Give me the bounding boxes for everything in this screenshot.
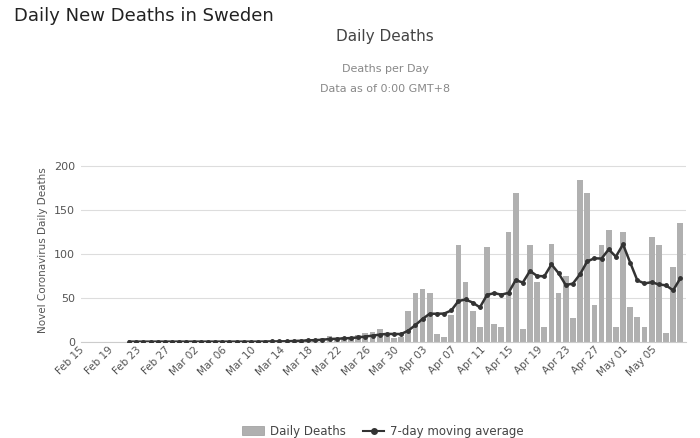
Bar bbox=[556, 293, 561, 342]
Bar bbox=[456, 245, 461, 342]
Bar bbox=[634, 317, 640, 342]
Bar bbox=[412, 293, 419, 342]
Bar bbox=[598, 245, 604, 342]
Bar bbox=[384, 334, 390, 342]
Bar bbox=[620, 232, 626, 342]
Bar bbox=[298, 340, 304, 342]
Legend: Daily Deaths, 7-day moving average: Daily Deaths, 7-day moving average bbox=[238, 420, 528, 438]
Bar bbox=[642, 327, 648, 342]
Bar bbox=[341, 337, 346, 342]
Bar bbox=[434, 334, 440, 342]
Bar bbox=[377, 329, 382, 342]
Text: Daily New Deaths in Sweden: Daily New Deaths in Sweden bbox=[14, 7, 274, 25]
Bar bbox=[613, 327, 619, 342]
Bar bbox=[270, 341, 275, 342]
Bar bbox=[327, 336, 332, 342]
Bar bbox=[520, 328, 526, 342]
Bar bbox=[291, 340, 297, 342]
Bar bbox=[541, 327, 547, 342]
Y-axis label: Novel Coronavirus Daily Deaths: Novel Coronavirus Daily Deaths bbox=[38, 167, 48, 332]
Bar bbox=[671, 267, 676, 342]
Bar bbox=[563, 276, 568, 342]
Bar bbox=[477, 327, 483, 342]
Bar bbox=[527, 245, 533, 342]
Bar bbox=[356, 335, 361, 342]
Bar bbox=[363, 333, 368, 342]
Bar bbox=[262, 341, 268, 342]
Bar bbox=[534, 282, 540, 342]
Bar bbox=[627, 307, 633, 342]
Bar bbox=[592, 305, 597, 342]
Bar bbox=[578, 180, 583, 342]
Text: Data as of 0:00 GMT+8: Data as of 0:00 GMT+8 bbox=[320, 84, 450, 94]
Text: Daily Deaths: Daily Deaths bbox=[336, 29, 434, 44]
Bar bbox=[370, 332, 375, 342]
Bar bbox=[427, 293, 433, 342]
Bar bbox=[405, 311, 411, 342]
Bar bbox=[491, 324, 497, 342]
Bar bbox=[606, 230, 612, 342]
Bar bbox=[649, 237, 654, 342]
Bar bbox=[398, 337, 404, 342]
Bar bbox=[441, 337, 447, 342]
Bar bbox=[420, 289, 426, 342]
Bar bbox=[348, 337, 354, 342]
Bar bbox=[334, 339, 340, 342]
Bar bbox=[470, 311, 475, 342]
Bar bbox=[305, 339, 311, 342]
Text: Deaths per Day: Deaths per Day bbox=[342, 64, 428, 74]
Bar bbox=[449, 315, 454, 342]
Bar bbox=[312, 339, 318, 342]
Bar bbox=[584, 193, 590, 342]
Bar bbox=[678, 223, 683, 342]
Bar bbox=[663, 333, 668, 342]
Bar bbox=[656, 245, 662, 342]
Bar bbox=[284, 341, 290, 342]
Bar bbox=[391, 338, 397, 342]
Bar bbox=[484, 247, 490, 342]
Bar bbox=[463, 282, 468, 342]
Bar bbox=[320, 338, 326, 342]
Bar bbox=[549, 244, 554, 342]
Bar bbox=[505, 232, 512, 342]
Bar bbox=[513, 193, 519, 342]
Bar bbox=[570, 318, 576, 342]
Bar bbox=[498, 327, 504, 342]
